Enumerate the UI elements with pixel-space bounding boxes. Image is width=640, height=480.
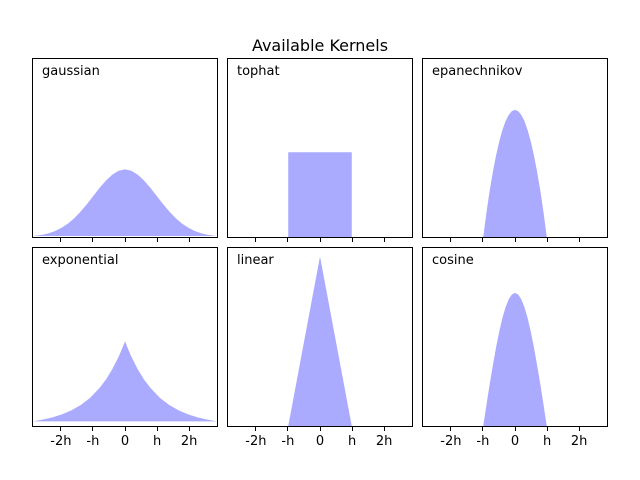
x-tick-label: -2h bbox=[440, 434, 462, 449]
x-tick-mark bbox=[60, 427, 62, 431]
kernel-label: linear bbox=[237, 253, 274, 268]
x-tick-mark bbox=[92, 427, 94, 431]
x-tick-mark bbox=[514, 238, 516, 242]
subplot-cosine: cosine -2h -h 0 h 2h bbox=[422, 247, 608, 450]
x-tick-mark bbox=[578, 238, 580, 242]
subplot-linear: linear -2h -h 0 h 2h bbox=[227, 247, 413, 450]
axes-box: gaussian bbox=[32, 58, 218, 238]
subplot-exponential: exponential -2h -h 0 h 2h bbox=[32, 247, 218, 450]
x-tick-mark bbox=[156, 427, 158, 431]
x-tick-mark bbox=[92, 238, 94, 242]
x-tick-mark bbox=[546, 427, 548, 431]
x-tick-label: -h bbox=[476, 434, 490, 449]
x-tick-mark bbox=[287, 427, 289, 431]
x-tick-mark bbox=[482, 427, 484, 431]
x-axis-ticks bbox=[422, 238, 608, 243]
x-axis-tick-labels: -2h -h 0 h 2h bbox=[32, 434, 218, 450]
x-tick-mark bbox=[450, 427, 452, 431]
x-axis-ticks bbox=[422, 427, 608, 432]
x-tick-mark bbox=[124, 427, 126, 431]
axes-box: cosine bbox=[422, 247, 608, 427]
x-tick-mark bbox=[383, 427, 385, 431]
kernel-fill bbox=[33, 169, 217, 237]
x-tick-label: 2h bbox=[375, 434, 393, 449]
kernel-label: cosine bbox=[432, 253, 474, 268]
kernel-fill bbox=[228, 152, 412, 237]
x-tick-label: 0 bbox=[120, 434, 130, 449]
kernel-label: epanechnikov bbox=[432, 64, 523, 79]
x-tick-label: -h bbox=[281, 434, 295, 449]
x-tick-label: 2h bbox=[570, 434, 588, 449]
kernel-area-chart bbox=[33, 341, 217, 422]
kernel-fill bbox=[33, 341, 217, 422]
x-tick-mark bbox=[351, 427, 353, 431]
kernel-fill bbox=[423, 109, 607, 237]
kernel-area-chart bbox=[423, 292, 607, 426]
x-tick-mark bbox=[450, 238, 452, 242]
kernel-fill bbox=[228, 256, 412, 426]
x-tick-label: 2h bbox=[180, 434, 198, 449]
x-tick-mark bbox=[188, 238, 190, 242]
subplot-epanechnikov: epanechnikov bbox=[422, 58, 608, 258]
x-tick-label: h bbox=[542, 434, 552, 449]
axes-box: exponential bbox=[32, 247, 218, 427]
kernel-label: gaussian bbox=[42, 64, 100, 79]
kernel-area-chart bbox=[423, 109, 607, 237]
x-tick-label: h bbox=[347, 434, 357, 449]
x-axis-ticks bbox=[227, 238, 413, 243]
subplot-tophat: tophat bbox=[227, 58, 413, 258]
x-axis-tick-labels: -2h -h 0 h 2h bbox=[227, 434, 413, 450]
kernel-label: exponential bbox=[42, 253, 119, 268]
x-tick-mark bbox=[188, 427, 190, 431]
x-axis-ticks bbox=[227, 427, 413, 432]
x-tick-label: h bbox=[152, 434, 162, 449]
x-axis-ticks bbox=[32, 238, 218, 243]
kernel-label: tophat bbox=[237, 64, 280, 79]
x-tick-mark bbox=[578, 427, 580, 431]
axes-box: linear bbox=[227, 247, 413, 427]
x-tick-mark bbox=[546, 238, 548, 242]
axes-box: tophat bbox=[227, 58, 413, 238]
x-axis-tick-labels: -2h -h 0 h 2h bbox=[422, 434, 608, 450]
x-tick-mark bbox=[514, 427, 516, 431]
x-tick-mark bbox=[156, 238, 158, 242]
x-tick-mark bbox=[319, 238, 321, 242]
subplot-gaussian: gaussian bbox=[32, 58, 218, 258]
kernel-area-chart bbox=[228, 152, 412, 237]
chart-title: Available Kernels bbox=[251, 36, 389, 55]
x-tick-label: -h bbox=[86, 434, 100, 449]
x-tick-mark bbox=[351, 238, 353, 242]
x-tick-mark bbox=[255, 427, 257, 431]
x-tick-mark bbox=[255, 238, 257, 242]
x-tick-mark bbox=[287, 238, 289, 242]
x-tick-label: 0 bbox=[315, 434, 325, 449]
kernel-fill bbox=[423, 292, 607, 426]
x-tick-mark bbox=[482, 238, 484, 242]
axes-box: epanechnikov bbox=[422, 58, 608, 238]
x-axis-ticks bbox=[32, 427, 218, 432]
x-tick-label: -2h bbox=[50, 434, 72, 449]
kernel-area-chart bbox=[228, 256, 412, 426]
x-tick-label: -2h bbox=[245, 434, 267, 449]
x-tick-mark bbox=[383, 238, 385, 242]
x-tick-mark bbox=[124, 238, 126, 242]
x-tick-mark bbox=[60, 238, 62, 242]
x-tick-label: 0 bbox=[510, 434, 520, 449]
kernel-area-chart bbox=[33, 169, 217, 237]
x-tick-mark bbox=[319, 427, 321, 431]
